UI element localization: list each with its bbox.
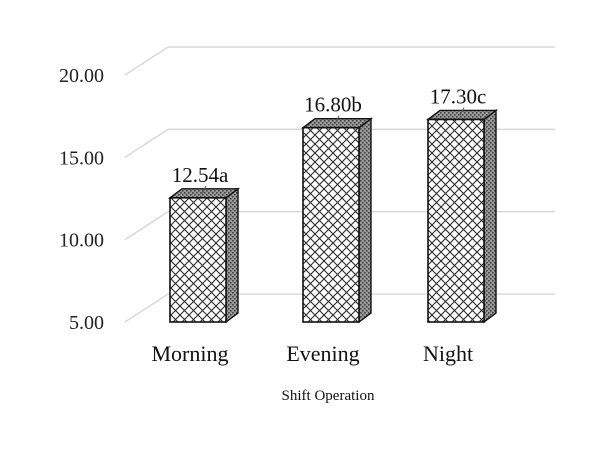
data-labels: 12.54a 16.80b 17.30c [172,84,487,186]
y-tick-label: 15.00 [59,147,104,169]
x-category-label: Morning [152,341,229,366]
bar-night [425,107,499,324]
y-tick-label: 20.00 [59,65,104,87]
y-axis-ticks: 5.00 10.00 15.00 20.00 [59,65,104,334]
data-label: 17.30c [430,84,487,108]
data-label: 16.80b [304,93,362,117]
y-tick-label: 5.00 [69,312,104,334]
y-tick-label: 10.00 [59,230,104,252]
x-category-label: Night [423,341,473,366]
bar-evening [300,115,374,324]
x-axis-title: Shift Operation [282,388,375,404]
bar-morning [167,185,241,324]
bars [167,107,499,324]
x-category-label: Evening [286,341,359,366]
data-label: 12.54a [172,163,229,187]
x-axis-categories: Morning Evening Night [152,341,474,366]
gridline [124,46,555,76]
